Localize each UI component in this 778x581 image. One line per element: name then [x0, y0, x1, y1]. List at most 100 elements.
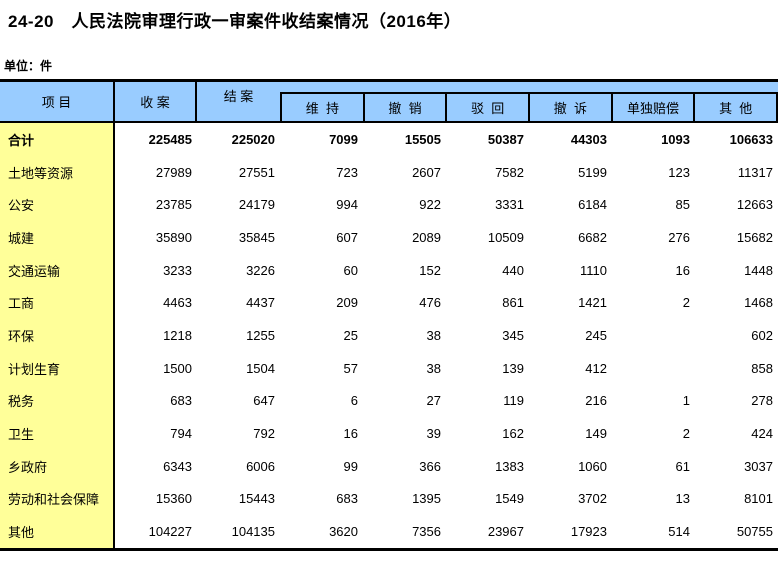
cell-value: 412 [585, 360, 607, 376]
cell-value: 345 [502, 327, 524, 343]
cell-value: 16 [343, 426, 358, 442]
cell-value: 23785 [155, 197, 192, 213]
table-row: 交通运输 3233 3226 60 152 440 1110 16 1448 [0, 253, 778, 287]
cell-value: 139 [502, 360, 524, 376]
table-row: 乡政府 6343 6006 99 366 1383 1060 61 3037 [0, 449, 778, 483]
cell-value: 216 [585, 393, 607, 409]
cell-value: 61 [675, 458, 690, 474]
cell-value: 13 [675, 491, 690, 507]
header-sub-separate-compensation: 单独赔偿 [610, 92, 694, 121]
cell-value: 27551 [238, 164, 275, 180]
cell-value: 2 [682, 426, 690, 442]
cell-value: 3331 [495, 197, 524, 213]
cell-value: 85 [675, 197, 690, 213]
cell-value: 602 [751, 327, 773, 343]
cell-value: 6006 [246, 458, 275, 474]
row-label: 税务 [0, 384, 115, 418]
cell-value: 683 [170, 393, 192, 409]
cell-value: 10509 [487, 229, 524, 245]
header-sub-upheld: 维 持 [280, 92, 363, 121]
header-cases-concluded-group: 结 案 维 持 撤 销 驳 回 撤 诉 单独赔偿 其 他 [197, 82, 778, 121]
cell-value: 119 [503, 393, 524, 409]
cell-value: 2607 [412, 164, 441, 180]
cell-value: 152 [419, 262, 441, 278]
cell-value: 1549 [495, 491, 524, 507]
cell-value: 225020 [231, 131, 275, 147]
cell-value: 1383 [495, 458, 524, 474]
cell-value: 24179 [238, 197, 275, 213]
cell-value: 683 [336, 491, 358, 507]
cell-value: 1504 [246, 360, 275, 376]
cell-value: 4437 [246, 295, 275, 311]
cell-value: 276 [668, 229, 690, 245]
cell-value: 11317 [737, 164, 773, 180]
cell-value: 35890 [155, 229, 192, 245]
cell-value: 647 [253, 393, 275, 409]
table-row: 计划生育 1500 1504 57 38 139 412 858 [0, 351, 778, 385]
cell-value: 8101 [744, 491, 773, 507]
cell-value: 5199 [578, 164, 607, 180]
row-label: 土地等资源 [0, 155, 115, 189]
table-row: 城建 35890 35845 607 2089 10509 6682 276 15682 [0, 221, 778, 254]
cell-value: 3620 [329, 524, 358, 540]
cell-value: 6184 [578, 197, 607, 213]
cell-value: 7099 [329, 131, 358, 147]
table-row: 公安 23785 24179 994 922 3331 6184 85 12663 [0, 188, 778, 222]
cell-value: 15443 [238, 491, 275, 507]
header-sub-other: 其 他 [693, 92, 778, 121]
row-label: 公安 [0, 188, 115, 222]
cell-value: 794 [170, 426, 192, 442]
cell-value: 1 [682, 393, 690, 409]
cell-value: 3037 [744, 458, 773, 474]
cell-value: 1448 [744, 262, 773, 278]
cell-value: 1060 [578, 458, 607, 474]
cell-value: 104135 [231, 524, 275, 540]
table-header: 项 目 收 案 结 案 维 持 撤 销 驳 回 撤 诉 单独赔偿 其 他 [0, 82, 778, 123]
cell-value: 6 [350, 393, 358, 409]
cell-value: 12663 [736, 197, 773, 213]
row-label: 环保 [0, 319, 115, 352]
cell-value: 861 [502, 295, 524, 311]
cell-value: 39 [426, 426, 441, 442]
table-row: 税务 683 647 6 27 119 216 1 278 [0, 384, 778, 418]
cell-value: 6343 [163, 458, 192, 474]
table-row: 卫生 794 792 16 39 162 149 2 424 [0, 417, 778, 450]
cell-value: 225485 [148, 131, 192, 147]
table-row: 土地等资源 27989 27551 723 2607 7582 5199 123 11317 [0, 155, 778, 189]
row-label: 劳动和社会保障 [0, 482, 115, 516]
cell-value: 792 [253, 426, 275, 442]
cell-value: 15682 [736, 229, 773, 245]
table-body: 合计 225485 225020 7099 15505 50387 44303 1093 106… [0, 123, 778, 548]
table-row: 劳动和社会保障 15360 15443 683 1395 1549 3702 13 8101 [0, 482, 778, 516]
header-sub-revoked: 撤 销 [362, 92, 446, 121]
cell-value: 27 [426, 393, 441, 409]
cell-value: 723 [336, 164, 358, 180]
header-sub-rejected: 驳 回 [445, 92, 529, 121]
statistics-table: 项 目 收 案 结 案 维 持 撤 销 驳 回 撤 诉 单独赔偿 其 他 合计 2… [0, 79, 778, 551]
header-cases-received: 收 案 [115, 82, 197, 121]
row-label: 其他 [0, 515, 115, 548]
cell-value [612, 319, 695, 352]
row-label: 乡政府 [0, 449, 115, 483]
row-label: 合计 [0, 123, 115, 156]
cell-value: 1110 [580, 262, 607, 278]
cell-value: 2 [682, 295, 690, 311]
cell-value: 6682 [578, 229, 607, 245]
table-row: 其他 104227 104135 3620 7356 23967 17923 514 50755 [0, 515, 778, 548]
cell-value: 7356 [412, 524, 441, 540]
cell-value: 44303 [570, 131, 607, 147]
cell-value: 35845 [238, 229, 275, 245]
cell-value: 104227 [148, 524, 192, 540]
cell-value: 3233 [163, 262, 192, 278]
cell-value: 922 [419, 197, 441, 213]
header-cases-concluded: 结 案 [223, 88, 254, 104]
cell-value: 7582 [495, 164, 524, 180]
cell-value: 366 [419, 458, 441, 474]
cell-value: 1421 [578, 295, 607, 311]
header-sub-withdrawn: 撤 诉 [528, 92, 611, 121]
cell-value: 15505 [404, 131, 441, 147]
cell-value: 38 [426, 360, 441, 376]
cell-value: 1468 [744, 295, 773, 311]
cell-value: 1218 [163, 327, 192, 343]
row-label: 计划生育 [0, 351, 115, 385]
